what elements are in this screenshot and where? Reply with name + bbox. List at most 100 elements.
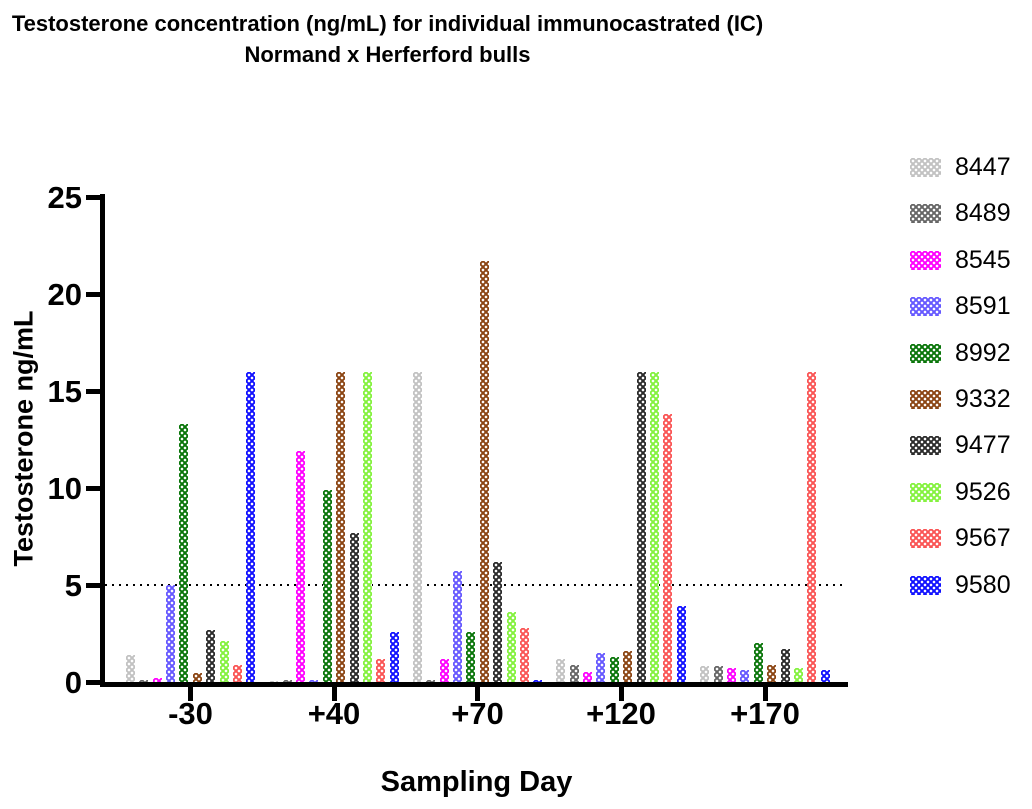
bar-8447-day+70 <box>412 371 422 682</box>
bar-8489-day+40 <box>282 680 292 682</box>
bar-8992-day-30 <box>179 423 189 682</box>
bar-9332-day-30 <box>192 673 202 682</box>
bar-9477-day+40 <box>349 532 359 682</box>
bar-8545-day+120 <box>583 672 592 682</box>
bar-9477-day+170 <box>780 649 790 682</box>
bar-9526-day+70 <box>506 612 516 682</box>
chart-title-line1: Testosterone concentration (ng/mL) for i… <box>11 11 764 36</box>
bar-8447-day+40 <box>269 681 279 682</box>
bar-8489-day+170 <box>713 666 723 682</box>
legend-swatch-9580 <box>910 575 941 595</box>
bar-8447-day+120 <box>556 658 566 682</box>
y-axis-line <box>100 194 105 683</box>
x-axis-tick-label--30: -30 <box>168 696 213 731</box>
x-axis-title: Sampling Day <box>380 766 573 798</box>
x-axis-tick--30 <box>188 687 193 701</box>
bar-9526-day+40 <box>363 371 372 682</box>
bar-9526-day+170 <box>794 668 803 682</box>
x-axis-tick-label-+170: +170 <box>730 696 800 731</box>
bar-9332-day+170 <box>767 664 777 682</box>
legend-label-9567: 9567 <box>955 524 1011 553</box>
plot-area <box>105 197 848 682</box>
x-axis-tick-+70 <box>475 687 480 701</box>
legend-swatch-8447 <box>910 158 941 177</box>
bar-9580-day+40 <box>389 631 399 682</box>
bar-8489-day+70 <box>426 680 436 682</box>
x-axis-tick-+120 <box>618 687 624 701</box>
bar-8489-day-30 <box>139 680 149 682</box>
bar-8591-day+70 <box>452 571 462 682</box>
y-axis-tick-label-20: 20 <box>47 277 82 312</box>
legend-label-9580: 9580 <box>955 570 1011 599</box>
legend-swatch-9477 <box>910 436 941 456</box>
y-axis-tick-label-15: 15 <box>47 374 82 409</box>
y-axis-tick-10 <box>86 485 100 491</box>
legend-swatch-9567 <box>910 529 941 549</box>
bar-9567-day+120 <box>663 414 673 682</box>
bar-9580-day+120 <box>676 606 686 682</box>
y-axis-tick-label-25: 25 <box>47 180 82 215</box>
bar-9567-day+70 <box>519 627 529 682</box>
bar-8447-day-30 <box>125 654 135 682</box>
bar-8992-day+40 <box>322 489 332 682</box>
chart-title-line2: Normand x Herferford bulls <box>244 42 531 67</box>
reference-line-5ng <box>105 584 845 586</box>
legend-swatch-8489 <box>910 204 941 224</box>
bar-9580-day+170 <box>820 670 830 682</box>
bar-8545-day+170 <box>727 668 736 682</box>
bar-9526-day+120 <box>650 371 659 682</box>
y-axis-tick-15 <box>86 388 100 394</box>
bar-9477-day-30 <box>206 629 216 682</box>
bar-9526-day-30 <box>219 641 229 682</box>
x-axis-line <box>100 682 848 687</box>
x-axis-tick-label-+70: +70 <box>451 696 504 731</box>
x-axis-tick-+170 <box>762 687 768 701</box>
legend-swatch-8545 <box>910 250 941 270</box>
bar-8545-day-30 <box>152 678 162 682</box>
y-axis-tick-5 <box>86 582 100 588</box>
bar-8591-day+40 <box>309 680 319 682</box>
bar-9580-day-30 <box>246 371 256 682</box>
bar-8992-day+170 <box>753 643 763 682</box>
bar-8447-day+170 <box>700 666 710 682</box>
legend-label-8489: 8489 <box>955 199 1011 228</box>
bar-9567-day+40 <box>376 658 386 682</box>
legend-label-8591: 8591 <box>955 292 1011 321</box>
legend-swatch-8591 <box>910 297 941 317</box>
bar-8545-day+70 <box>439 658 449 682</box>
y-axis-tick-20 <box>86 291 100 297</box>
y-axis-tick-label-0: 0 <box>64 665 82 700</box>
bar-8591-day+170 <box>740 670 750 682</box>
bar-8591-day-30 <box>165 585 175 682</box>
y-axis-tick-label-5: 5 <box>64 568 82 603</box>
x-axis-tick-label-+40: +40 <box>307 696 361 731</box>
legend-label-9526: 9526 <box>955 477 1011 506</box>
bar-8591-day+120 <box>596 652 606 682</box>
legend-label-8545: 8545 <box>955 245 1011 274</box>
y-axis-tick-label-10: 10 <box>47 471 82 506</box>
bar-8992-day+120 <box>609 656 619 682</box>
legend-swatch-8992 <box>910 343 941 363</box>
legend-label-9477: 9477 <box>955 431 1011 460</box>
bar-9477-day+70 <box>493 561 503 682</box>
y-axis-tick-25 <box>86 194 100 200</box>
x-axis-tick-label-+120: +120 <box>586 696 656 731</box>
bar-9567-day+170 <box>807 371 817 682</box>
bar-9332-day+70 <box>479 261 489 682</box>
y-axis-tick-0 <box>86 679 100 685</box>
bar-8489-day+120 <box>569 664 579 682</box>
bar-8992-day+70 <box>466 631 476 682</box>
chart-title: Testosterone concentration (ng/mL) for i… <box>0 8 775 70</box>
bar-9332-day+120 <box>623 650 633 682</box>
legend-label-8992: 8992 <box>955 338 1011 367</box>
x-axis-tick-+40 <box>331 687 337 701</box>
legend-swatch-9332 <box>910 390 941 409</box>
bar-9477-day+120 <box>636 371 646 682</box>
legend-label-8447: 8447 <box>955 153 1011 181</box>
legend-label-9332: 9332 <box>955 385 1011 413</box>
legend-swatch-9526 <box>910 482 941 502</box>
bar-9567-day-30 <box>232 664 242 682</box>
bar-9332-day+40 <box>336 371 346 682</box>
bar-9580-day+70 <box>533 680 543 682</box>
